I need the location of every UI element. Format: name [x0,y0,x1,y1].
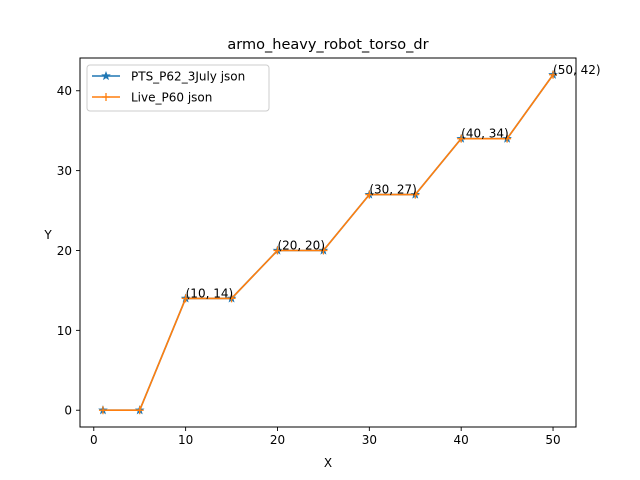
data-point [319,246,328,255]
data-point [227,294,236,303]
legend-label: Live_P60 json [131,91,212,105]
data-point [181,294,190,303]
y-tick-label: 30 [57,164,72,178]
x-axis-label: X [324,456,332,470]
legend-frame [86,64,270,112]
point-annotation: (40, 34) [461,127,509,141]
plot-area: 0 10 20 30 40 50 0 10 20 30 40 (10, 14) (20, 20) (3… [57,57,601,447]
legend: PTS_P62_3July json Live_P60 json [86,64,270,112]
y-axis-label: Y [43,228,52,242]
x-tick-label: 40 [454,433,469,447]
legend-marker [102,93,110,101]
legend-marker [101,70,111,81]
point-annotation: (50, 42) [553,63,601,77]
legend-label: PTS_P62_3July json [131,70,245,84]
data-point [503,134,512,143]
x-tick-label: 0 [90,433,98,447]
y-tick-label: 0 [64,404,72,418]
series-line [102,74,554,412]
y-axis: 0 10 20 30 40 [57,84,80,418]
x-tick-label: 10 [178,433,193,447]
point-annotation: (30, 27) [369,183,417,197]
series-2 [98,70,558,415]
point-annotation: (20, 20) [277,238,325,252]
y-tick-label: 10 [57,324,72,338]
data-point [549,70,558,79]
y-tick-label: 40 [57,84,72,98]
point-annotation: (10, 14) [186,286,234,300]
series-line [102,74,554,412]
series-1 [98,69,558,415]
legend-item: PTS_P62_3July json [92,70,245,84]
x-tick-label: 20 [270,433,285,447]
x-tick-label: 30 [362,433,377,447]
data-point [273,246,282,255]
legend-item: Live_P60 json [92,91,212,105]
annotation-layer: (10, 14) (20, 20) (30, 27) (40, 34) (50, 42) [186,63,601,301]
data-point [98,406,107,415]
x-axis: 0 10 20 30 40 50 [90,427,561,447]
data-point [365,190,374,199]
plot-frame [79,57,577,428]
chart-title: armo_heavy_robot_torso_dr [227,37,428,53]
x-tick-label: 50 [545,433,560,447]
y-tick-label: 20 [57,244,72,258]
data-point [457,134,466,143]
series-layer [98,69,558,415]
data-point [135,406,144,415]
data-point [411,190,420,199]
